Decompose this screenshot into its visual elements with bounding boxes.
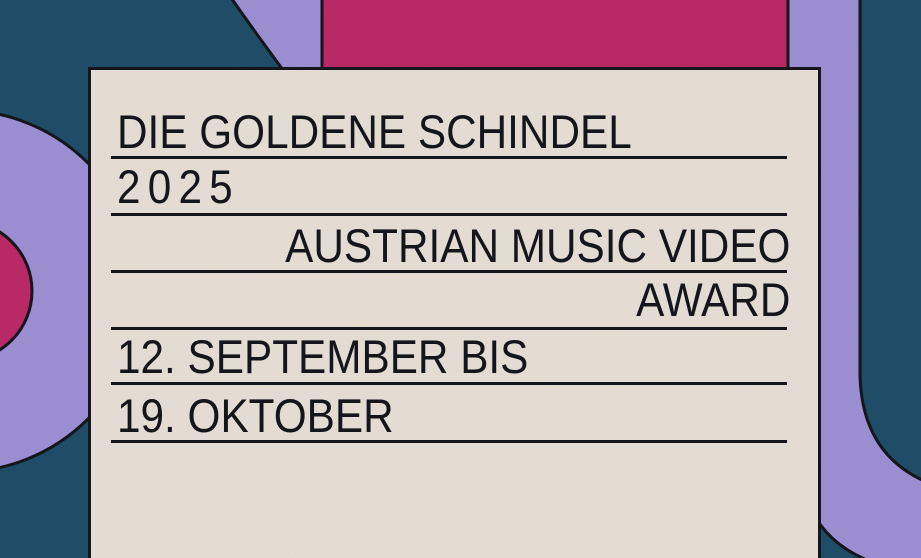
title-line: DIE GOLDENE SCHINDEL — [117, 105, 632, 158]
award-name-line-2: AWARD — [635, 273, 790, 326]
poster-card: DIE GOLDENE SCHINDEL 2025 AUSTRIAN MUSIC… — [88, 67, 821, 558]
rule-under-year — [111, 213, 787, 216]
rule-under-date-start — [111, 382, 787, 385]
award-name-line-1: AUSTRIAN MUSIC VIDEO — [284, 219, 790, 272]
date-end-line: 19. OKTOBER — [117, 389, 394, 442]
date-start-line: 12. SEPTEMBER BIS — [117, 330, 529, 383]
year-line: 2025 — [117, 160, 240, 213]
top-right-teal-blob — [858, 0, 921, 481]
magenta-banner — [320, 0, 790, 77]
rule-under-title — [111, 156, 787, 159]
rule-under-date-end — [111, 440, 787, 443]
